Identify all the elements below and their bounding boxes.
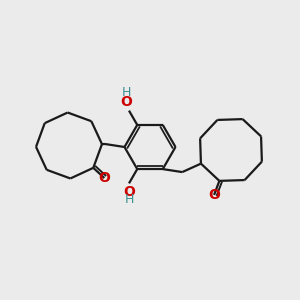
Text: O: O [98, 171, 110, 185]
Text: O: O [121, 95, 133, 109]
Text: O: O [208, 188, 220, 202]
Text: O: O [123, 185, 135, 199]
Text: H: H [122, 86, 131, 99]
Text: H: H [124, 193, 134, 206]
